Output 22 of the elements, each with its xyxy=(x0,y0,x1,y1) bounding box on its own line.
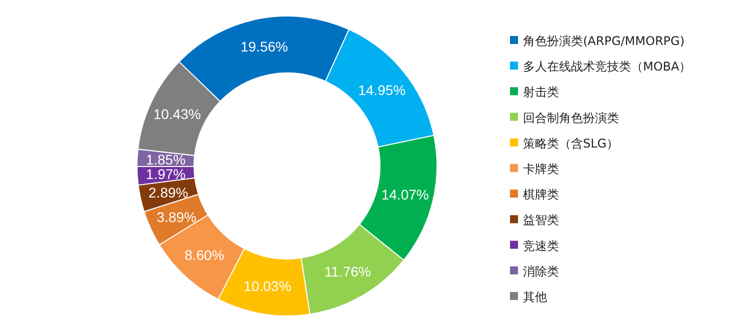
legend-label: 角色扮演类(ARPG/MMORPG) xyxy=(523,34,685,48)
legend-label: 回合制角色扮演类 xyxy=(523,110,619,125)
legend-label: 消除类 xyxy=(523,264,559,278)
data-label: 8.60% xyxy=(184,247,224,264)
data-label: 11.76% xyxy=(324,263,371,280)
data-label: 1.97% xyxy=(146,166,186,182)
data-label: 14.95% xyxy=(358,82,406,98)
legend-label: 棋牌类 xyxy=(523,188,559,202)
legend-label: 竞速类 xyxy=(523,238,559,253)
data-label: 1.85% xyxy=(146,151,186,168)
data-label: 19.56% xyxy=(240,38,288,55)
legend-label: 其他 xyxy=(523,290,547,304)
legend-label: 卡牌类 xyxy=(523,162,559,176)
data-label: 14.07% xyxy=(381,186,429,202)
legend-label: 益智类 xyxy=(523,213,559,228)
data-label: 10.03% xyxy=(244,278,292,294)
legend-label: 多人在线战术竞技类（MOBA） xyxy=(523,60,692,74)
data-label: 10.43% xyxy=(153,106,201,122)
data-label: 3.89% xyxy=(156,208,196,225)
data-label: 2.89% xyxy=(148,184,188,200)
legend-label: 策略类（含SLG） xyxy=(523,136,619,150)
legend-label: 射击类 xyxy=(523,85,559,100)
